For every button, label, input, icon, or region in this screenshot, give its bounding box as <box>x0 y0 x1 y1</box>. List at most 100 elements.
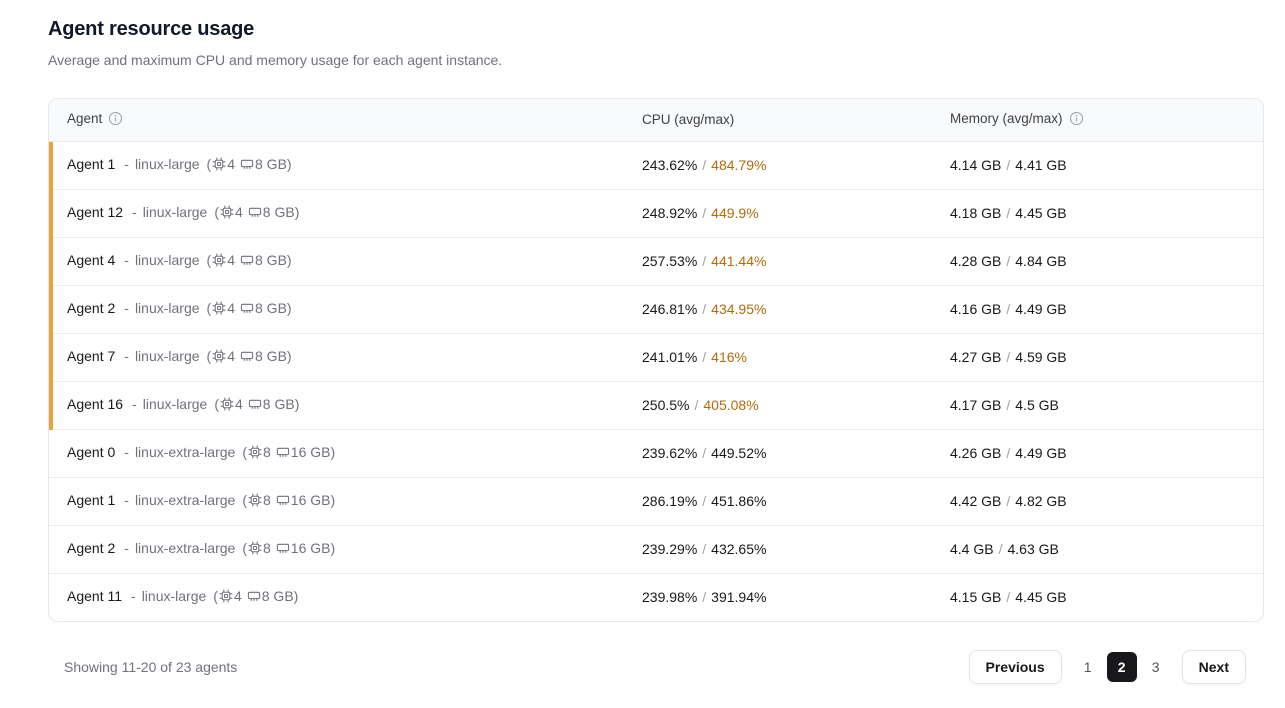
value-separator: / <box>702 205 707 221</box>
agent-cpu-count: 4 <box>235 396 243 412</box>
memory-avg-value: 4.15 GB <box>950 589 1002 606</box>
table-row: Agent 0- linux-extra-large (8 16 GB) 239.62… <box>49 429 1263 478</box>
next-page-button[interactable]: Next <box>1181 650 1246 684</box>
paren-open: ( <box>242 444 247 460</box>
memory-avg-value: 4.18 GB <box>950 205 1002 221</box>
value-separator: / <box>702 157 707 173</box>
agent-memory-size: 16 GB <box>290 492 331 508</box>
agent-instance-info: - linux-large (4 8 GB) <box>124 252 291 268</box>
cpu-max-value: 434.95% <box>711 301 767 317</box>
memory-stick-icon <box>240 254 254 270</box>
agent-memory-size: 16 GB <box>290 540 331 556</box>
agent-name: Agent 2 <box>67 300 116 316</box>
value-separator: / <box>694 397 699 413</box>
paren-open: ( <box>206 348 212 364</box>
value-separator: / <box>702 493 707 509</box>
cpu-avg-value: 257.53% <box>642 253 698 269</box>
cpu-chip-icon <box>212 301 226 318</box>
memory-stick-icon <box>247 590 261 606</box>
previous-page-button[interactable]: Previous <box>968 650 1062 684</box>
agent-instance-info: - linux-extra-large (8 16 GB) <box>124 540 335 556</box>
agent-cell: Agent 2 - linux-large (4 8 GB) <box>49 285 641 334</box>
value-separator: / <box>702 301 707 317</box>
value-separator: / <box>1006 589 1011 606</box>
agents-table: Agent CPU (avg/max) Memory (avg/max) Age… <box>49 99 1263 621</box>
memory-max-value: 4.41 GB <box>1015 157 1067 173</box>
page-number-1[interactable]: 1 <box>1083 659 1092 675</box>
page-number-2[interactable]: 2 <box>1106 652 1137 682</box>
agent-instance-info: - linux-large (4 8 GB) <box>124 156 291 172</box>
agent-cell: Agent 16 - linux-large (4 8 GB) <box>49 381 641 430</box>
page-number-3[interactable]: 3 <box>1151 659 1160 675</box>
agent-memory-size: 8 GB <box>262 204 295 220</box>
memory-cell: 4.27 GB/4.59 GB <box>949 333 1263 382</box>
memory-max-value: 4.49 GB <box>1015 301 1067 317</box>
agent-memory-size: 8 GB <box>255 252 287 268</box>
table-row: Agent 11- linux-large(4 8 GB) 239.98%/391.… <box>49 573 1263 621</box>
memory-stick-icon <box>276 542 290 558</box>
memory-stick-icon <box>240 302 254 318</box>
memory-max-value: 4.5 GB <box>1015 397 1059 413</box>
dash: - <box>124 156 129 172</box>
table-header-row: Agent CPU (avg/max) Memory (avg/max) <box>49 99 1263 142</box>
agent-cell: Agent 12- linux-large (4 8 GB) <box>49 189 641 238</box>
memory-cell: 4.42 GB/4.82 GB <box>949 477 1263 526</box>
paren-close: ) <box>286 156 292 172</box>
memory-max-value: 4.84 GB <box>1015 253 1067 269</box>
agent-instance-info: - linux-large (4 8 GB) <box>132 396 299 412</box>
memory-cell: 4.14 GB/4.41 GB <box>949 141 1263 190</box>
cpu-max-value: 484.79% <box>711 157 767 173</box>
agent-resource-usage-section: Agent resource usage Average and maximum… <box>48 18 1264 684</box>
cpu-cell: 248.92%/449.9% <box>641 189 949 238</box>
agent-cpu-count: 8 <box>262 444 271 460</box>
agent-instance-type: linux-large <box>134 348 200 364</box>
agent-name: Agent 16 <box>67 396 124 412</box>
memory-avg-value: 4.42 GB <box>950 493 1002 509</box>
value-separator: / <box>998 541 1003 557</box>
memory-stick-icon <box>276 446 290 462</box>
memory-avg-value: 4.28 GB <box>950 253 1002 269</box>
agent-name: Agent 1 <box>67 492 116 508</box>
column-header-cpu-label: CPU (avg/max) <box>642 112 735 128</box>
memory-avg-value: 4.27 GB <box>950 349 1002 365</box>
agent-cell: Agent 2- linux-extra-large (8 16 GB) <box>49 525 641 574</box>
info-icon[interactable] <box>108 111 123 129</box>
cpu-cell: 246.81%/434.95% <box>641 285 949 334</box>
agent-memory-size: 8 GB <box>255 348 287 364</box>
agent-instance-info: - linux-large (4 8 GB) <box>132 204 299 220</box>
table-row: Agent 7- linux-large(4 8 GB) 241.01%/416% … <box>49 333 1263 382</box>
page-title: Agent resource usage <box>48 18 255 40</box>
agent-memory-size: 8 GB <box>255 156 287 172</box>
table-footer: Showing 11-20 of 23 agents Previous 1 2 … <box>48 650 1264 684</box>
memory-cell: 4.16 GB/4.49 GB <box>949 285 1263 334</box>
agent-cell: Agent 1- linux-extra-large (8 16 GB) <box>49 477 641 526</box>
cpu-chip-icon <box>248 541 262 558</box>
agent-cell: Agent 11- linux-large (4 8 GB) <box>49 573 641 621</box>
agent-cpu-count: 4 <box>233 588 242 605</box>
cpu-max-value: 405.08% <box>703 397 759 413</box>
cpu-cell: 239.29%/432.65% <box>641 525 949 574</box>
cpu-chip-icon <box>220 205 234 222</box>
agent-instance-type: linux-large <box>142 204 208 220</box>
memory-avg-value: 4.26 GB <box>950 445 1002 461</box>
table-row: Agent 2 - linux-large(4 8 GB) 246.81%/434.9… <box>49 285 1263 334</box>
agent-instance-info: - linux-large (4 8 GB) <box>124 300 291 316</box>
cpu-max-value: 449.52% <box>711 445 767 461</box>
memory-cell: 4.28 GB/4.84 GB <box>949 237 1263 286</box>
agent-name: Agent 7 <box>67 348 116 364</box>
cpu-chip-icon <box>212 253 226 270</box>
cpu-chip-icon <box>248 445 262 462</box>
value-separator: / <box>1006 445 1011 461</box>
cpu-avg-value: 239.98% <box>642 589 698 606</box>
info-icon[interactable] <box>1069 111 1084 129</box>
memory-avg-value: 4.17 GB <box>950 397 1002 413</box>
dash: - <box>132 396 137 412</box>
agent-cell: Agent 4- linux-large (4 8 GB) <box>49 237 641 286</box>
agent-cpu-count: 4 <box>227 252 235 268</box>
memory-cell: 4.18 GB/4.45 GB <box>949 189 1263 238</box>
paren-open: ( <box>242 492 247 508</box>
results-summary: Showing 11-20 of 23 agents <box>64 659 238 675</box>
agent-cpu-count: 8 <box>262 540 271 556</box>
table-row: Agent 1- linux-extra-large (8 16 GB) 286.19… <box>49 477 1263 526</box>
cpu-max-value: 451.86% <box>711 493 767 509</box>
